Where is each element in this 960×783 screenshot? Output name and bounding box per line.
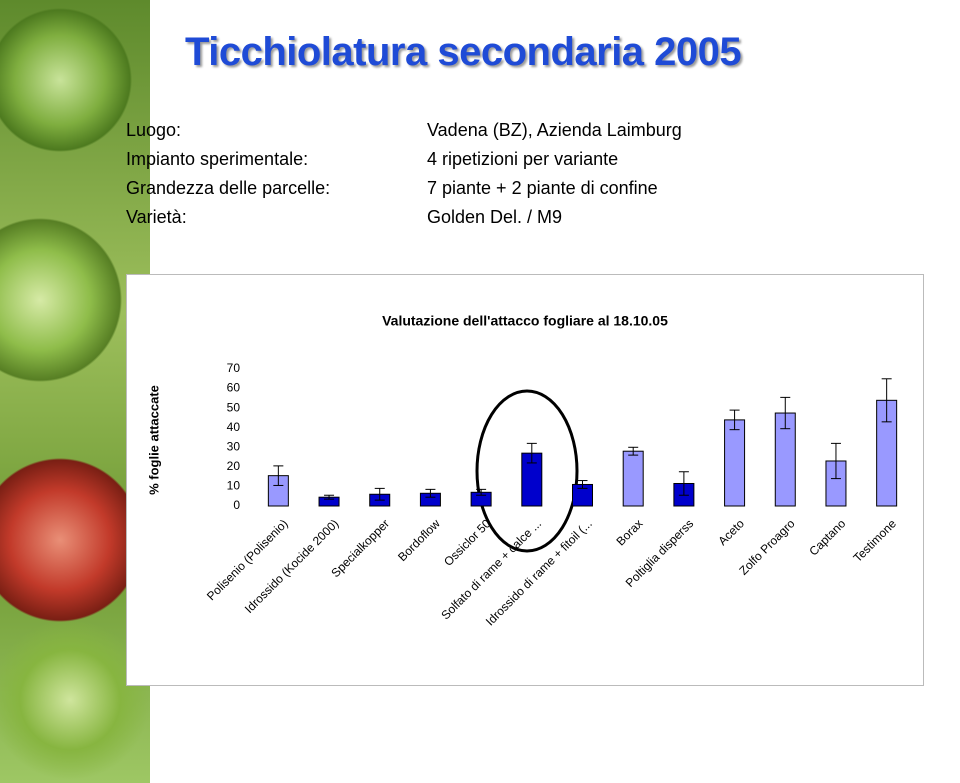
- y-tick-label: 0: [233, 498, 240, 512]
- chart-title: Valutazione dell'attacco fogliare al 18.…: [382, 313, 668, 329]
- y-tick-label: 20: [227, 459, 241, 473]
- y-axis-label: % foglie attaccate: [146, 385, 161, 495]
- highlight-ellipse: [475, 389, 579, 553]
- x-tick-label: Polisenio (Polisenio): [204, 516, 291, 603]
- info-value: 7 piante + 2 piante di confine: [427, 178, 658, 198]
- x-tick-label: Idrossido di rame + fitoil (...: [483, 516, 595, 628]
- x-tick-label: Borax: [613, 516, 645, 548]
- x-tick-label: Captano: [806, 516, 848, 558]
- y-tick-label: 60: [227, 381, 241, 395]
- x-tick-label: Ossiclor 50: [441, 516, 494, 569]
- info-value: 4 ripetizioni per variante: [427, 149, 619, 169]
- x-tick-label: Aceto: [715, 516, 747, 548]
- x-tick-label: Solfato di rame + calce ...: [438, 516, 544, 622]
- y-tick-label: 30: [227, 439, 241, 453]
- info-label: Impianto sperimentale:: [126, 149, 309, 169]
- y-tick-label: 50: [227, 400, 241, 414]
- x-tick-label: Bordoflow: [395, 516, 443, 564]
- background-photo: [0, 0, 150, 783]
- bar: [622, 450, 644, 507]
- x-tick-label: Testimone: [850, 516, 899, 565]
- x-tick-label: Idrossido (Kocide 2000): [242, 516, 342, 616]
- info-value: Vadena (BZ), Azienda Laimburg: [427, 120, 682, 140]
- slide-title: Ticchiolatura secondaria 2005: [185, 30, 742, 74]
- info-value: Golden Del. / M9: [427, 207, 563, 227]
- info-label: Grandezza delle parcelle:: [126, 178, 331, 198]
- info-label: Luogo:: [126, 120, 182, 140]
- y-tick-label: 10: [227, 479, 241, 493]
- bar: [724, 419, 746, 507]
- y-tick-label: 70: [227, 361, 241, 375]
- y-tick-label: 40: [227, 420, 241, 434]
- info-label: Varietà:: [126, 207, 187, 227]
